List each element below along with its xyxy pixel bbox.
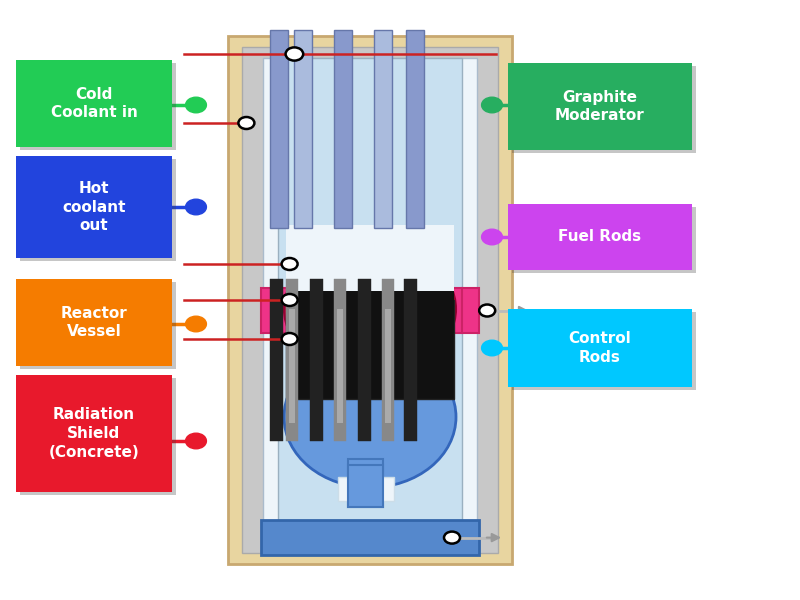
FancyBboxPatch shape xyxy=(16,279,172,366)
FancyBboxPatch shape xyxy=(16,156,172,258)
Circle shape xyxy=(479,304,495,317)
FancyBboxPatch shape xyxy=(16,375,172,492)
Bar xyxy=(334,279,346,441)
Circle shape xyxy=(282,333,298,345)
Text: Cold
Coolant in: Cold Coolant in xyxy=(50,87,138,120)
Bar xyxy=(462,288,479,333)
Bar xyxy=(385,309,391,423)
Circle shape xyxy=(282,294,298,306)
FancyBboxPatch shape xyxy=(512,312,696,390)
Bar xyxy=(261,520,479,555)
Bar xyxy=(382,279,394,441)
Bar xyxy=(337,309,343,423)
Circle shape xyxy=(238,117,254,129)
Bar xyxy=(404,279,417,441)
Circle shape xyxy=(186,316,206,332)
FancyBboxPatch shape xyxy=(16,60,172,147)
FancyBboxPatch shape xyxy=(20,159,176,261)
FancyBboxPatch shape xyxy=(508,309,692,387)
Circle shape xyxy=(482,97,502,113)
FancyBboxPatch shape xyxy=(20,378,176,495)
FancyBboxPatch shape xyxy=(512,207,696,273)
FancyBboxPatch shape xyxy=(20,282,176,369)
Text: Fuel Rods: Fuel Rods xyxy=(558,229,642,244)
Bar xyxy=(348,465,383,507)
Ellipse shape xyxy=(284,346,456,487)
Bar xyxy=(242,47,498,553)
Text: Radiation
Shield
(Concrete): Radiation Shield (Concrete) xyxy=(49,407,139,460)
Bar xyxy=(278,288,462,333)
Circle shape xyxy=(282,258,298,270)
Text: Hot
coolant
out: Hot coolant out xyxy=(62,181,126,233)
Circle shape xyxy=(186,433,206,449)
FancyBboxPatch shape xyxy=(20,63,176,150)
Bar xyxy=(270,279,283,441)
Bar xyxy=(286,225,454,291)
Bar xyxy=(278,58,462,533)
Bar xyxy=(270,30,288,228)
Text: Control
Rods: Control Rods xyxy=(569,331,631,365)
Bar xyxy=(374,30,392,228)
Circle shape xyxy=(286,47,303,61)
FancyBboxPatch shape xyxy=(508,204,692,270)
Bar xyxy=(261,288,278,333)
FancyBboxPatch shape xyxy=(512,66,696,153)
Circle shape xyxy=(482,229,502,245)
Bar xyxy=(228,36,512,564)
Circle shape xyxy=(186,97,206,113)
Text: Graphite
Moderator: Graphite Moderator xyxy=(555,89,645,124)
Bar xyxy=(338,477,394,501)
Ellipse shape xyxy=(297,287,443,367)
Bar xyxy=(286,288,454,333)
Bar xyxy=(358,279,371,441)
Circle shape xyxy=(186,199,206,215)
Circle shape xyxy=(482,340,502,356)
Bar xyxy=(348,459,383,507)
Text: Reactor
Vessel: Reactor Vessel xyxy=(61,305,127,340)
Bar xyxy=(286,300,454,399)
Bar xyxy=(263,58,477,539)
Bar xyxy=(294,30,312,228)
Bar xyxy=(334,30,352,228)
FancyBboxPatch shape xyxy=(508,63,692,150)
Bar xyxy=(289,309,295,423)
Ellipse shape xyxy=(284,243,456,375)
Bar xyxy=(310,279,323,441)
Circle shape xyxy=(444,532,460,544)
Bar xyxy=(286,279,298,441)
Bar xyxy=(406,30,424,228)
